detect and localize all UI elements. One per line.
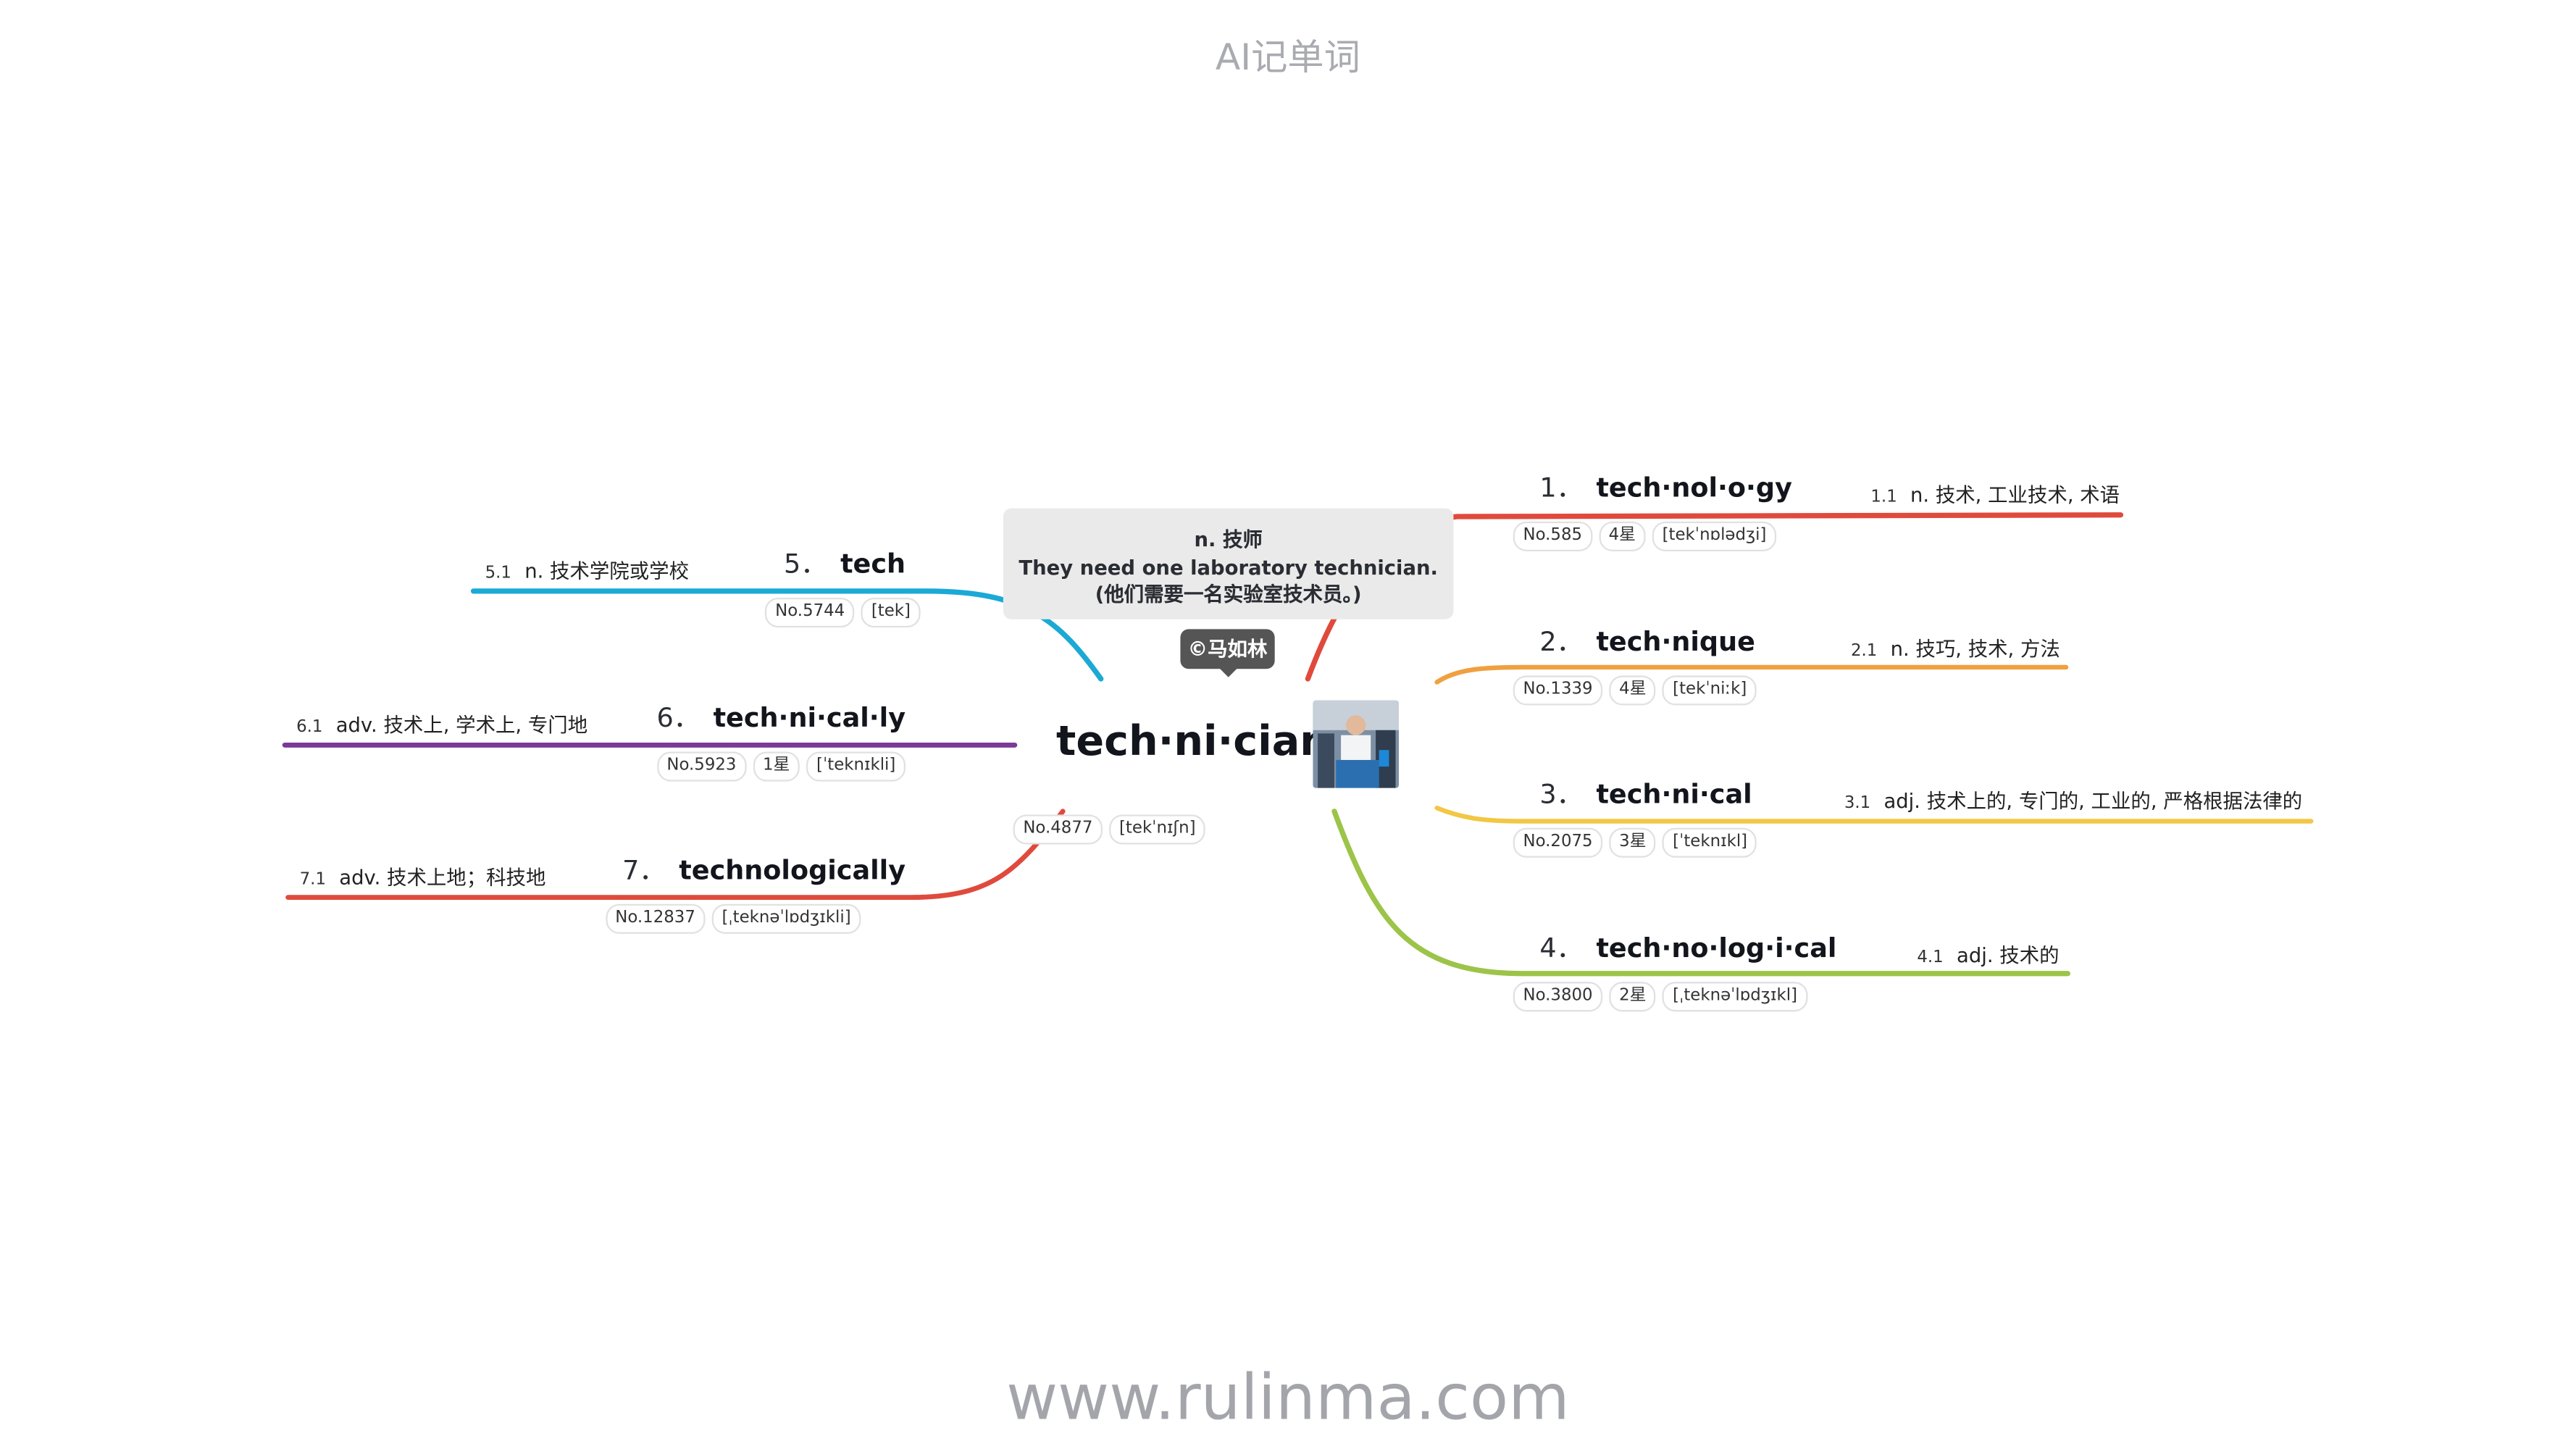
phonetic-tag: [tekˈnɪʃn] bbox=[1109, 814, 1206, 845]
branch-number: 6． bbox=[656, 701, 701, 734]
author-badge-pointer bbox=[1218, 667, 1239, 677]
word-rank-tag: No.4877 bbox=[1013, 814, 1103, 845]
definition-index: 7.1 bbox=[299, 871, 326, 890]
star-rating-tag: 3星 bbox=[1609, 827, 1657, 858]
branch-tags-2: No.1339 4星 [tekˈniːk] bbox=[1513, 675, 1757, 706]
branch-tags-1: No.585 4星 [tekˈnɒlədʒi] bbox=[1513, 521, 1777, 552]
phonetic-tag: [ˈteknɪkl] bbox=[1663, 827, 1757, 858]
word-rank-tag: No.12837 bbox=[605, 903, 706, 934]
branch-definition-7: 7.1 adv. 技术上地；科技地 bbox=[300, 863, 546, 891]
page-header: AI记单词 bbox=[1215, 38, 1360, 80]
definition-text: n. 技术学院或学校 bbox=[524, 559, 690, 583]
technician-photo bbox=[1313, 700, 1400, 788]
branch-tags-4: No.3800 2星 [ˌteknəˈlɒdʒɪkl] bbox=[1513, 982, 1807, 1012]
branch-number: 5． bbox=[783, 548, 827, 580]
branch-word-label: tech bbox=[840, 548, 906, 580]
phonetic-tag: [tekˈnɒlədʒi] bbox=[1652, 521, 1777, 552]
word-rank-tag: No.5744 bbox=[765, 597, 855, 628]
branch-word-label: tech·no·log·i·cal bbox=[1596, 932, 1837, 964]
branch-word-5[interactable]: 5． tech bbox=[784, 541, 906, 581]
branch-number: 4． bbox=[1539, 932, 1584, 964]
star-rating-tag: 4星 bbox=[1609, 675, 1657, 706]
phonetic-tag: [tekˈniːk] bbox=[1663, 675, 1757, 706]
branch-tags-7: No.12837 [ˌteknəˈlɒdʒɪkli] bbox=[605, 903, 861, 934]
star-rating-tag: 2星 bbox=[1609, 982, 1657, 1012]
connector-2 bbox=[1434, 664, 2069, 685]
word-rank-tag: No.1339 bbox=[1513, 675, 1603, 706]
word-rank-tag: No.3800 bbox=[1513, 982, 1603, 1012]
branch-tags-6: No.5923 1星 [ˈteknɪkli] bbox=[656, 751, 906, 782]
branch-definition-4: 4.1 adj. 技术的 bbox=[1917, 940, 2059, 969]
branch-definition-5: 5.1 n. 技术学院或学校 bbox=[485, 556, 689, 585]
star-rating-tag: 1星 bbox=[753, 751, 800, 782]
phonetic-tag: [ˈteknɪkli] bbox=[806, 751, 906, 782]
branch-word-7[interactable]: 7． technologically bbox=[622, 848, 906, 888]
phonetic-tag: [ˌteknəˈlɒdʒɪkli] bbox=[711, 903, 861, 934]
branch-word-2[interactable]: 2． tech·nique bbox=[1539, 619, 1755, 659]
center-tags: No.4877 [tekˈnɪʃn] bbox=[1013, 814, 1206, 845]
page-footer: www.rulinma.com bbox=[1006, 1361, 1570, 1435]
branch-word-4[interactable]: 4． tech·no·log·i·cal bbox=[1539, 925, 1836, 965]
branch-word-label: tech·ni·cal·ly bbox=[713, 701, 906, 734]
branch-number: 7． bbox=[622, 854, 666, 886]
phonetic-tag: [ˌteknəˈlɒdʒɪkl] bbox=[1663, 982, 1807, 1012]
word-rank-tag: No.585 bbox=[1513, 521, 1592, 552]
branch-number: 3． bbox=[1539, 778, 1584, 810]
branch-word-label: tech·nol·o·gy bbox=[1596, 472, 1792, 504]
definition-index: 1.1 bbox=[1870, 488, 1897, 507]
branch-word-3[interactable]: 3． tech·ni·cal bbox=[1539, 772, 1752, 811]
branch-word-label: technologically bbox=[679, 854, 906, 886]
branch-tags-5: No.5744 [tek] bbox=[765, 597, 921, 628]
connector-4 bbox=[1331, 809, 2070, 977]
definition-text: n. 技术, 工业技术, 术语 bbox=[1910, 483, 2120, 507]
branch-number: 2． bbox=[1539, 625, 1584, 658]
word-rank-tag: No.5923 bbox=[656, 751, 747, 782]
definition-index: 6.1 bbox=[296, 718, 323, 737]
definition-text: adv. 技术上地；科技地 bbox=[339, 866, 546, 890]
definition-index: 3.1 bbox=[1844, 794, 1871, 814]
branch-word-1[interactable]: 1． tech·nol·o·gy bbox=[1539, 465, 1792, 505]
branch-word-label: tech·ni·cal bbox=[1596, 778, 1752, 810]
branch-tags-3: No.2075 3星 [ˈteknɪkl] bbox=[1513, 827, 1757, 858]
branch-word-label: tech·nique bbox=[1596, 625, 1755, 658]
definition-text: adj. 技术上的, 专门的, 工业的, 严格根据法律的 bbox=[1883, 790, 2303, 814]
definition-index: 4.1 bbox=[1917, 948, 1944, 967]
definition-index: 2.1 bbox=[1850, 642, 1878, 661]
word-rank-tag: No.2075 bbox=[1513, 827, 1603, 858]
example-sentence: They need one laboratory technician. (他们… bbox=[1019, 556, 1438, 606]
branch-number: 1． bbox=[1539, 472, 1584, 504]
meaning-text: n. 技师 bbox=[1194, 528, 1263, 552]
branch-definition-2: 2.1 n. 技巧, 技术, 方法 bbox=[1851, 634, 2060, 662]
author-badge: ©马如林 bbox=[1180, 629, 1275, 669]
definition-text: adj. 技术的 bbox=[1957, 943, 2059, 967]
definition-text: n. 技巧, 技术, 方法 bbox=[1890, 637, 2060, 661]
center-word[interactable]: tech·ni·cian bbox=[1056, 717, 1329, 765]
phonetic-tag: [tek] bbox=[861, 597, 921, 628]
connector-3 bbox=[1434, 806, 2314, 824]
branch-definition-1: 1.1 n. 技术, 工业技术, 术语 bbox=[1870, 480, 2120, 509]
star-rating-tag: 4星 bbox=[1598, 521, 1646, 552]
branch-definition-3: 3.1 adj. 技术上的, 专门的, 工业的, 严格根据法律的 bbox=[1844, 787, 2302, 815]
branch-word-6[interactable]: 6． tech·ni·cal·ly bbox=[656, 696, 906, 735]
meaning-tooltip: n. 技师 They need one laboratory technicia… bbox=[1003, 508, 1454, 619]
definition-index: 5.1 bbox=[485, 564, 511, 583]
definition-text: adv. 技术上, 学术上, 专门地 bbox=[335, 713, 588, 737]
branch-definition-6: 6.1 adv. 技术上, 学术上, 专门地 bbox=[296, 710, 587, 738]
